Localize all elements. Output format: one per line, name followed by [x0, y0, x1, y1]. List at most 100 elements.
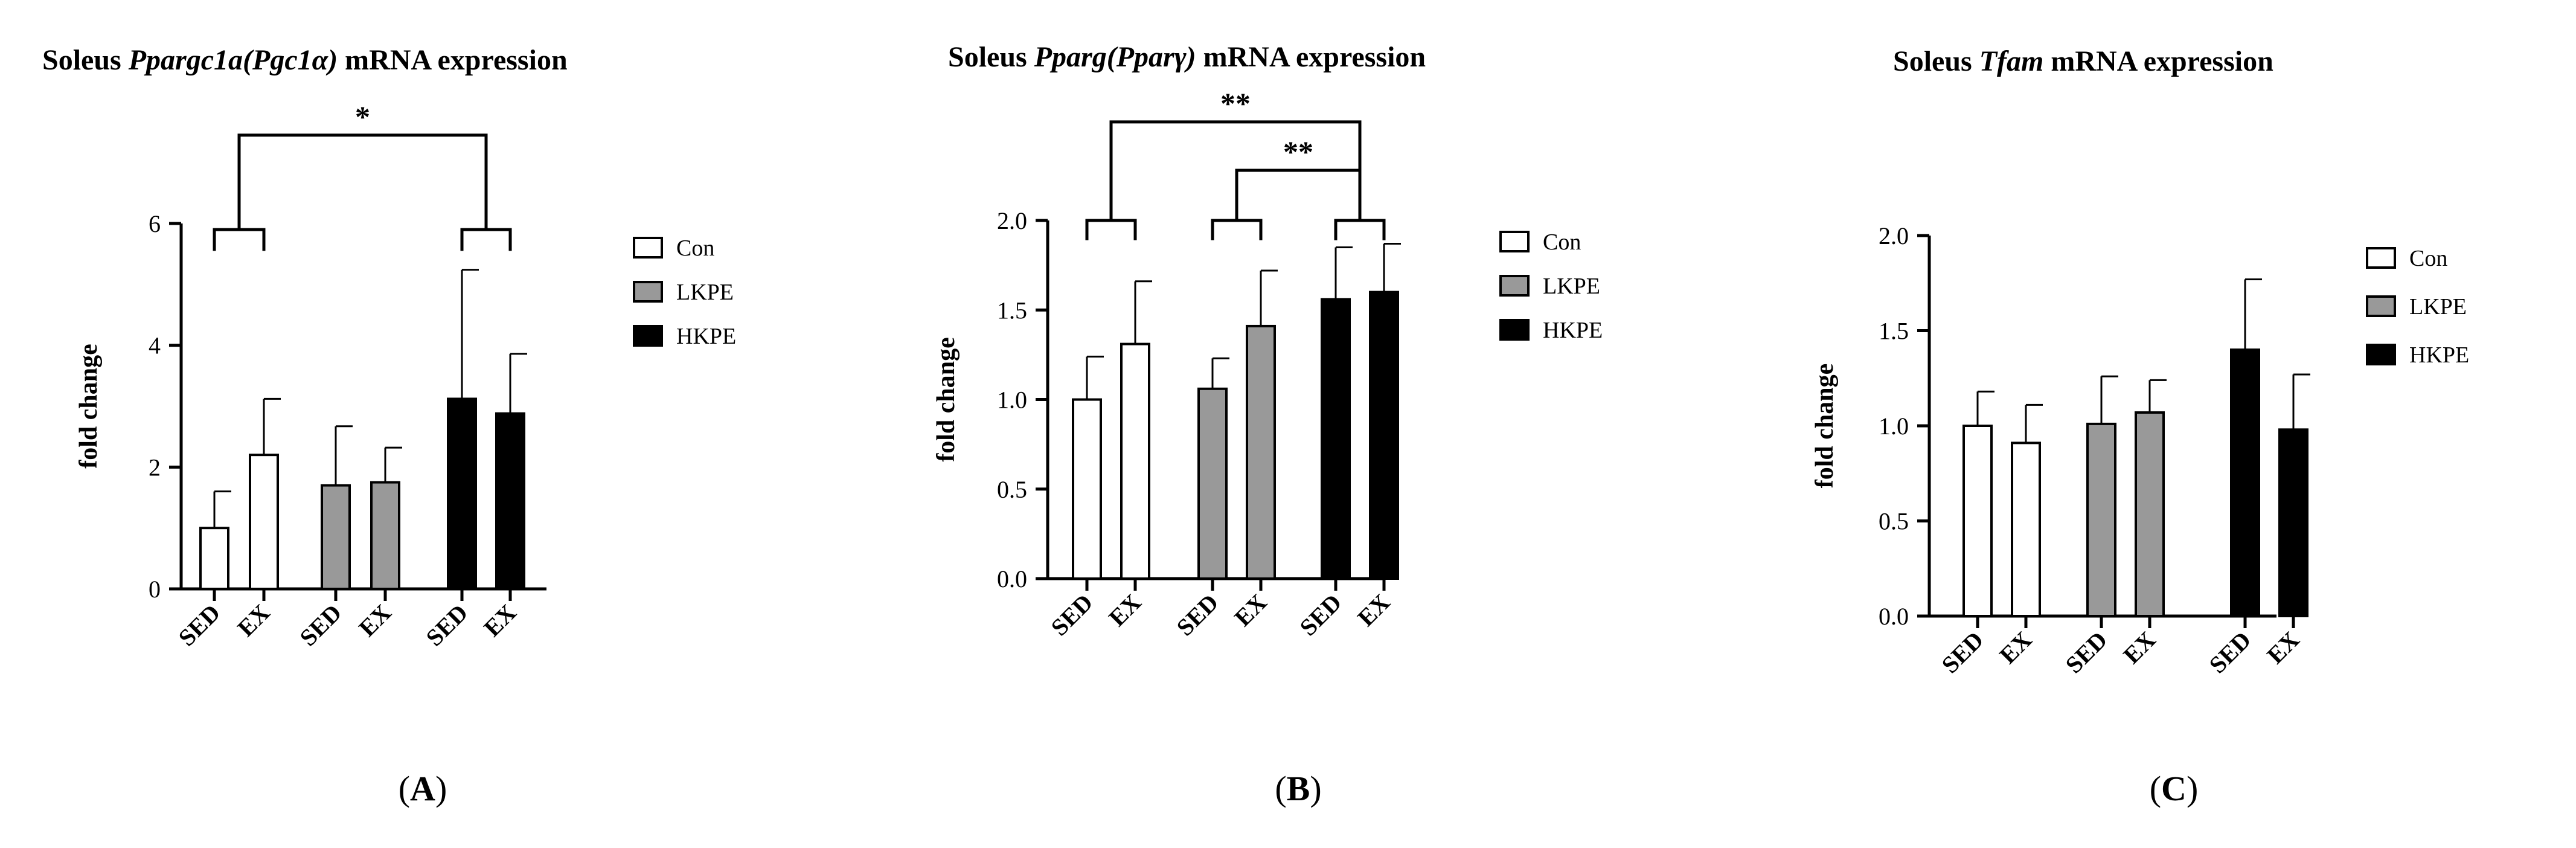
bar-hkpe-ex: [2278, 428, 2308, 617]
significance-marker: **: [1220, 86, 1251, 120]
y-tick-label: 0.0: [1879, 603, 1909, 630]
legend-swatch-lkpe: [2366, 295, 2396, 317]
bar-con-sed: [1072, 398, 1102, 580]
x-tick-label: SED: [2060, 626, 2113, 679]
chart-panel-c: Soleus Tfam mRNA expression 0.0 0.5 1.0 1.5 2…: [1811, 45, 2469, 808]
panel-label: (C): [2150, 769, 2199, 808]
comparison-bracket: [1211, 219, 1263, 240]
y-tick-label: 2.0: [997, 207, 1027, 234]
significance-marker: *: [355, 100, 370, 133]
chart-title: Soleus Tfam mRNA expression: [1893, 45, 2273, 77]
x-tick-label: EX: [232, 599, 275, 641]
comparison-bracket: [1334, 219, 1386, 240]
legend-swatch-con: [2366, 247, 2396, 269]
x-tick-label: SED: [1171, 589, 1224, 641]
bar-lkpe-sed: [2086, 422, 2116, 617]
chart-title-prefix: Soleus: [42, 44, 129, 76]
x-tick-label: EX: [478, 599, 521, 641]
y-axis-label: fold change: [75, 344, 103, 469]
x-tick-label: SED: [295, 599, 347, 652]
bar-lkpe-ex: [1246, 324, 1276, 580]
legend-label-hkpe: HKPE: [676, 324, 736, 349]
panel-label-open: (: [1275, 769, 1286, 808]
panel-label: (B): [1275, 769, 1321, 808]
x-tick-label: EX: [353, 599, 396, 641]
chart-title-gene: Pparg(Pparγ): [1034, 41, 1196, 73]
x-tick-label: SED: [173, 599, 226, 652]
chart-title-gene: Ppargc1a(Pgc1α): [128, 44, 338, 76]
x-tick-label: SED: [2204, 626, 2257, 679]
bar-hkpe-ex: [1369, 291, 1399, 580]
bar-hkpe-sed: [447, 397, 477, 591]
comparison-bracket: [213, 228, 266, 251]
bar-lkpe-sed: [321, 484, 351, 590]
legend-swatch-hkpe: [1499, 319, 1530, 341]
chart-title-suffix: mRNA expression: [2043, 45, 2273, 77]
bar-hkpe-sed: [2230, 349, 2260, 617]
legend-label-lkpe: LKPE: [676, 280, 734, 305]
significance-marker: **: [1283, 135, 1313, 169]
x-tick-label: EX: [2261, 626, 2304, 669]
legend-swatch-con: [633, 237, 663, 259]
y-tick-label: 1.0: [1879, 413, 1909, 440]
bar-con-ex: [249, 454, 279, 591]
x-tick-label: SED: [1295, 589, 1347, 641]
chart-title-prefix: Soleus: [948, 41, 1034, 73]
panel-label-open: (: [2150, 769, 2161, 808]
panel-label-close: ): [1310, 769, 1321, 808]
panel-label-letter: C: [2161, 769, 2187, 808]
panel-label-letter: B: [1287, 769, 1310, 808]
x-tick-label: EX: [1229, 588, 1272, 631]
legend-label-hkpe: HKPE: [2409, 342, 2469, 368]
chart-panel-b: Soleus Pparg(Pparγ) mRNA expression 0.0 0.…: [932, 41, 1603, 808]
y-tick-label: 2.0: [1879, 222, 1909, 249]
bar-con-ex: [1120, 342, 1150, 580]
bar-con-ex: [2011, 442, 2041, 617]
panel-label-letter: A: [410, 769, 435, 808]
y-tick-label: 1.0: [997, 387, 1027, 414]
legend-label-con: Con: [1543, 230, 1581, 255]
legend-label-hkpe: HKPE: [1543, 318, 1603, 343]
legend-swatch-lkpe: [633, 281, 663, 303]
comparison-bracket: [460, 228, 512, 251]
panel-label-close: ): [435, 769, 447, 808]
bar-con-sed: [199, 527, 229, 591]
y-tick-label: 6: [149, 210, 161, 237]
bar-lkpe-sed: [1197, 387, 1228, 580]
y-tick-label: 0: [149, 576, 161, 603]
bar-lkpe-ex: [370, 481, 400, 591]
chart-panel-a: Soleus Ppargc1a(Pgc1α) mRNA expression 0 2…: [42, 44, 736, 808]
x-tick-label: SED: [421, 599, 473, 652]
legend-swatch-hkpe: [633, 325, 663, 347]
panel-label: (A): [399, 769, 447, 808]
legend-swatch-hkpe: [2366, 344, 2396, 365]
x-tick-label: EX: [1103, 588, 1146, 631]
panel-label-close: ): [2187, 769, 2198, 808]
chart-title-suffix: mRNA expression: [1196, 41, 1426, 73]
chart-title: Soleus Ppargc1a(Pgc1α) mRNA expression: [42, 44, 568, 76]
panel-label-open: (: [399, 769, 410, 808]
y-axis-label: fold change: [932, 337, 960, 462]
comparison-bracket: [1334, 219, 1386, 240]
y-axis-label: fold change: [1811, 364, 1839, 489]
legend-swatch-con: [1499, 231, 1530, 252]
significance-bracket: [237, 133, 488, 230]
chart-title-suffix: mRNA expression: [338, 44, 567, 76]
x-tick-label: EX: [2118, 626, 2161, 669]
significance-bracket: [1235, 169, 1362, 220]
y-tick-label: 0.0: [997, 565, 1027, 593]
legend-label-con: Con: [2409, 246, 2447, 271]
legend-label-lkpe: LKPE: [2409, 294, 2467, 320]
legend-label-con: Con: [676, 236, 714, 261]
bar-hkpe-sed: [1321, 298, 1351, 580]
legend-swatch-lkpe: [1499, 275, 1530, 297]
chart-title-gene: Tfam: [1979, 45, 2044, 77]
comparison-bracket: [1085, 219, 1137, 240]
x-tick-label: EX: [1352, 588, 1395, 631]
y-tick-label: 1.5: [997, 297, 1027, 324]
chart-title-prefix: Soleus: [1893, 45, 1979, 77]
x-tick-label: SED: [1937, 626, 1989, 679]
bar-con-sed: [1962, 425, 1993, 617]
y-tick-label: 2: [149, 454, 161, 481]
